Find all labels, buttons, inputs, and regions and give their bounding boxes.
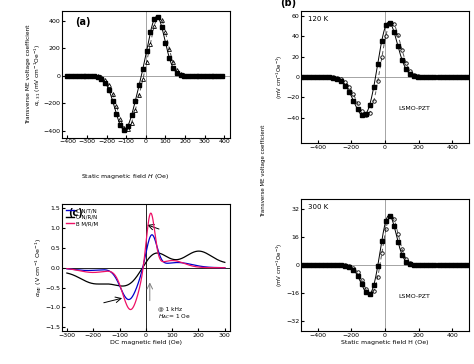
Text: Static magnetic field $H$ (Oe): Static magnetic field $H$ (Oe) [82, 172, 170, 181]
Text: Transverse ME voltage coefficient: Transverse ME voltage coefficient [261, 125, 265, 217]
Y-axis label: $\alpha_{ME}$ (V cm$^{-1}$ Oe$^{-1}$): $\alpha_{ME}$ (V cm$^{-1}$ Oe$^{-1}$) [34, 238, 44, 297]
Text: (b): (b) [281, 0, 297, 8]
Legend: C N/T/N, C N/R/N, B M/R/M: C N/T/N, C N/R/N, B M/R/M [64, 207, 99, 228]
Text: 300 K: 300 K [308, 204, 328, 210]
Y-axis label: (mV cm$^{-1}$Oe$^{-1}$): (mV cm$^{-1}$Oe$^{-1}$) [274, 243, 285, 287]
Text: 120 K: 120 K [308, 16, 328, 22]
Y-axis label: Transverse ME voltage coefficient
$\alpha_{t,31}$ (mV cm$^{-1}$Oe$^{-1}$): Transverse ME voltage coefficient $\alph… [26, 25, 42, 124]
X-axis label: DC magnetic field (Oe): DC magnetic field (Oe) [110, 340, 182, 345]
Text: LSMO-PZT: LSMO-PZT [399, 106, 430, 111]
Text: @ 1 kHz
$H_{AC}$= 1 Oe: @ 1 kHz $H_{AC}$= 1 Oe [158, 306, 190, 321]
Text: (a): (a) [75, 17, 91, 27]
Text: (c): (c) [68, 208, 83, 218]
X-axis label: Static magnetic field H (Oe): Static magnetic field H (Oe) [341, 340, 429, 345]
Text: LSMO-PZT: LSMO-PZT [399, 294, 430, 299]
Y-axis label: (mV cm$^{-1}$Oe$^{-1}$): (mV cm$^{-1}$Oe$^{-1}$) [274, 55, 285, 99]
